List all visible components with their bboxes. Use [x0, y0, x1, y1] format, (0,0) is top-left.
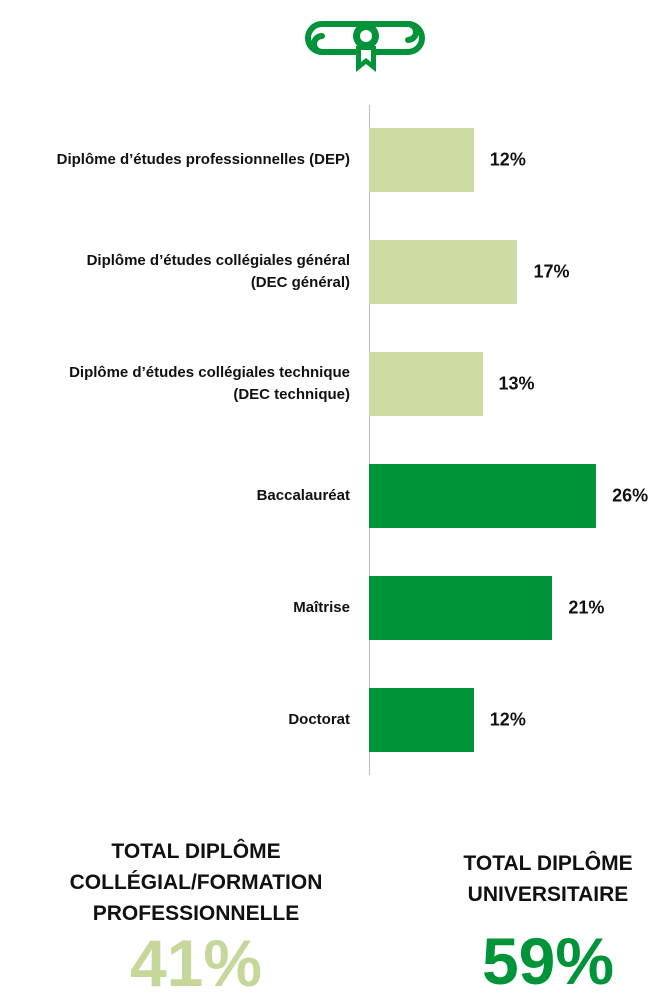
- axis-line: [369, 105, 370, 775]
- bar: [369, 576, 553, 640]
- totals: TOTAL DIPLÔME COLLÉGIAL/FORMATION PROFES…: [0, 820, 658, 998]
- value-label: 26%: [612, 485, 649, 506]
- value-label: 13%: [498, 373, 535, 394]
- category-label: Doctorat: [288, 711, 350, 728]
- value-label: 17%: [533, 261, 570, 282]
- bar: [369, 464, 597, 528]
- bar: [369, 128, 474, 192]
- category-label: Baccalauréat: [256, 487, 350, 504]
- bar: [369, 688, 474, 752]
- total-label: TOTAL DIPLÔME UNIVERSITAIRE: [463, 852, 633, 906]
- value-label: 12%: [489, 149, 526, 170]
- diploma-icon: [305, 21, 425, 72]
- total-label: TOTAL DIPLÔME COLLÉGIAL/FORMATION PROFES…: [69, 840, 323, 925]
- category-label: Diplôme d’études professionnelles (DEP): [56, 151, 350, 168]
- value-label: 12%: [489, 709, 526, 730]
- category-label: Diplôme d’études collégiales technique (…: [69, 364, 350, 403]
- value-label: 21%: [568, 597, 605, 618]
- bar: [369, 352, 483, 416]
- category-label: Diplôme d’études collégiales général (DE…: [86, 252, 350, 291]
- bar: [369, 240, 518, 304]
- total-value: 41%: [129, 926, 263, 1000]
- bar-chart: Diplôme d’études professionnelles (DEP) 1…: [56, 105, 649, 775]
- total-value: 59%: [481, 924, 615, 998]
- category-label: Maîtrise: [293, 599, 350, 616]
